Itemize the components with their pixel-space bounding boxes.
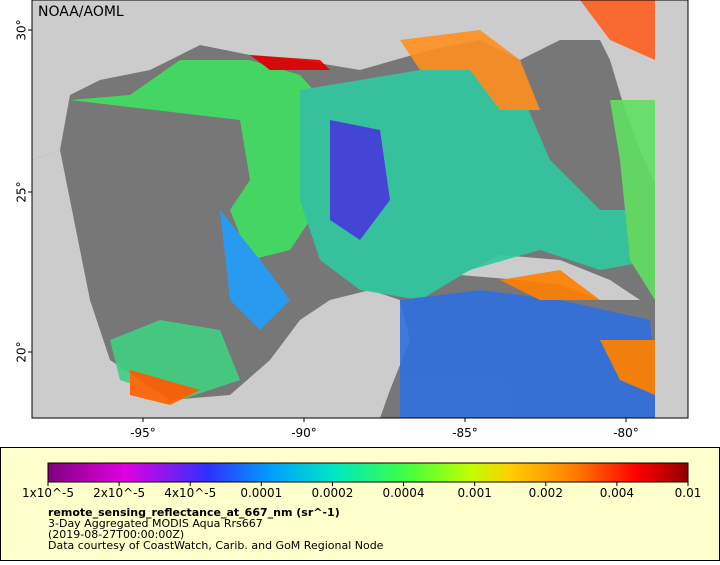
- colorbar-label: 0.001: [457, 486, 491, 500]
- map: [32, 0, 688, 418]
- legend-title: remote_sensing_reflectance_at_667_nm (sr…: [48, 506, 340, 519]
- colorbar-label: 0.01: [675, 486, 702, 500]
- legend-line: (2019-08-27T00:00:00Z): [48, 528, 184, 541]
- reflectance: [70, 0, 660, 418]
- colorbar-label: 0.0002: [311, 486, 353, 500]
- map-frame: [31, 0, 689, 419]
- colorbar-label: 1x10^-5: [22, 486, 74, 500]
- lon-label: -80°: [613, 426, 639, 440]
- land: [32, 0, 688, 200]
- lat-label: 25°: [15, 181, 29, 202]
- colorbar-label: 0.004: [600, 486, 634, 500]
- colorbar-label: 4x10^-5: [164, 486, 216, 500]
- legend-line: 3-Day Aggregated MODIS Aqua Rrs667: [48, 517, 263, 530]
- lon-label: -95°: [130, 426, 156, 440]
- colorbar-label: 0.002: [529, 486, 563, 500]
- colorbar-label: 0.0004: [383, 486, 425, 500]
- lat-label: 20°: [15, 341, 29, 362]
- colorbar-label: 0.0001: [240, 486, 282, 500]
- lat-label: 30°: [15, 19, 29, 40]
- lon-label: -90°: [291, 426, 317, 440]
- legend-line: Data courtesy of CoastWatch, Carib. and …: [48, 539, 384, 552]
- colorbar-label: 2x10^-5: [93, 486, 145, 500]
- colorbar: [47, 462, 689, 483]
- land: [32, 150, 410, 418]
- land: [655, 0, 688, 418]
- lon-label: -85°: [452, 426, 478, 440]
- credit: NOAA/AOML: [38, 4, 124, 20]
